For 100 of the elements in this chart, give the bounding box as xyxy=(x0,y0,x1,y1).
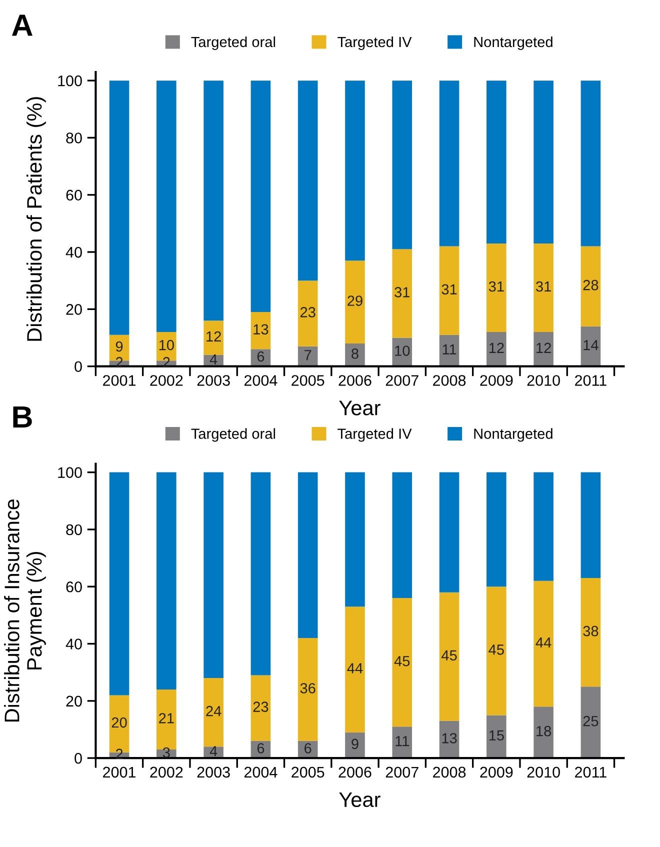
data-label: 45 xyxy=(394,656,410,666)
data-label: 6 xyxy=(257,351,264,362)
chart-title: A xyxy=(12,14,32,36)
bar xyxy=(392,80,412,250)
data-label: 8 xyxy=(352,348,358,359)
data-label: 11 xyxy=(396,736,409,746)
data-label: 31 xyxy=(536,281,551,292)
y-tick-label: 40 xyxy=(66,246,82,258)
y-tick-label: 0 xyxy=(74,752,82,764)
data-label: 11 xyxy=(442,344,456,354)
bar xyxy=(392,472,412,598)
y-axis-title: Distribution of Patients (%) xyxy=(26,97,46,341)
x-tick-label: 2010 xyxy=(527,375,560,386)
data-label: 20 xyxy=(112,717,127,728)
bar xyxy=(298,472,318,638)
bar xyxy=(345,472,365,607)
bar xyxy=(392,598,412,727)
bar xyxy=(534,472,554,581)
bar xyxy=(580,686,601,758)
x-tick-label: 2006 xyxy=(338,375,372,386)
data-label: 12 xyxy=(206,331,221,342)
data-label: 7 xyxy=(304,350,312,360)
bar xyxy=(345,260,365,344)
bar xyxy=(534,80,554,244)
bar xyxy=(109,472,130,696)
bar xyxy=(486,586,506,716)
x-tick-label: 2004 xyxy=(244,375,278,386)
bar xyxy=(392,249,412,338)
data-label: 24 xyxy=(206,706,222,716)
chart-title: B xyxy=(13,406,32,428)
data-label: 15 xyxy=(489,730,504,741)
bar xyxy=(345,80,365,261)
bar xyxy=(486,80,506,244)
data-label: 3 xyxy=(162,747,170,758)
bar xyxy=(250,80,271,312)
bar xyxy=(204,678,224,747)
data-label: 29 xyxy=(348,296,362,306)
y-tick-label: 20 xyxy=(66,304,82,315)
data-label: 38 xyxy=(583,626,598,636)
bar xyxy=(534,332,554,366)
x-tick-label: 2009 xyxy=(480,766,513,778)
x-tick-label: 2006 xyxy=(338,766,372,778)
data-label: 45 xyxy=(488,644,504,655)
bar xyxy=(580,80,601,246)
x-tick-label: 2003 xyxy=(197,766,230,778)
bar xyxy=(534,580,554,707)
bar xyxy=(580,246,601,326)
bar xyxy=(486,243,506,332)
data-label: 12 xyxy=(536,342,551,353)
data-label: 45 xyxy=(441,650,457,661)
bar xyxy=(345,732,365,758)
bar xyxy=(486,715,506,758)
data-label: 14 xyxy=(584,340,598,350)
data-label: 9 xyxy=(352,738,358,750)
data-label: 4 xyxy=(210,354,218,364)
y-axis-title: Distribution of Insurance Payment (%) xyxy=(4,499,46,722)
x-axis-title: Year xyxy=(339,400,380,416)
x-tick-label: 2007 xyxy=(386,375,418,386)
data-label: 13 xyxy=(442,733,457,744)
bar xyxy=(345,343,365,366)
x-tick-label: 2008 xyxy=(433,766,466,778)
y-tick-label: 60 xyxy=(66,190,82,201)
y-tick-label: 40 xyxy=(66,638,82,650)
y-tick-label: 100 xyxy=(58,467,82,478)
x-tick-label: 2005 xyxy=(292,375,324,386)
x-tick-label: 2004 xyxy=(244,766,278,778)
bar xyxy=(204,80,224,321)
bar xyxy=(439,80,460,246)
x-axis-title: Year xyxy=(339,792,380,808)
bar xyxy=(486,472,506,587)
data-label: 25 xyxy=(583,716,598,726)
data-label: 6 xyxy=(304,743,312,754)
bar xyxy=(439,246,460,335)
bar xyxy=(298,638,318,741)
y-tick-label: 80 xyxy=(66,132,82,144)
bar xyxy=(534,706,554,758)
bar xyxy=(156,80,176,332)
bar xyxy=(109,80,130,335)
x-tick-label: 2005 xyxy=(292,766,324,778)
bar xyxy=(486,332,506,366)
bar xyxy=(439,592,460,721)
data-label: 31 xyxy=(488,281,504,292)
x-tick-label: 2008 xyxy=(433,375,466,386)
data-label: 9 xyxy=(116,341,123,352)
y-tick-label: 20 xyxy=(66,696,82,707)
y-tick-label: 60 xyxy=(66,581,82,592)
x-tick-label: 2002 xyxy=(150,375,183,386)
bar xyxy=(298,280,318,346)
x-tick-label: 2011 xyxy=(575,375,606,386)
bar xyxy=(580,578,601,687)
x-tick-label: 2010 xyxy=(527,766,560,778)
x-tick-label: 2009 xyxy=(480,375,513,386)
bar xyxy=(345,606,365,732)
data-label: 10 xyxy=(395,346,410,356)
bar xyxy=(580,472,601,578)
y-tick-label: 0 xyxy=(74,361,82,372)
data-label: 28 xyxy=(583,280,598,290)
x-tick-label: 2001 xyxy=(103,766,136,778)
data-label: 18 xyxy=(536,726,552,736)
legend-label: Targeted IV xyxy=(338,36,412,50)
